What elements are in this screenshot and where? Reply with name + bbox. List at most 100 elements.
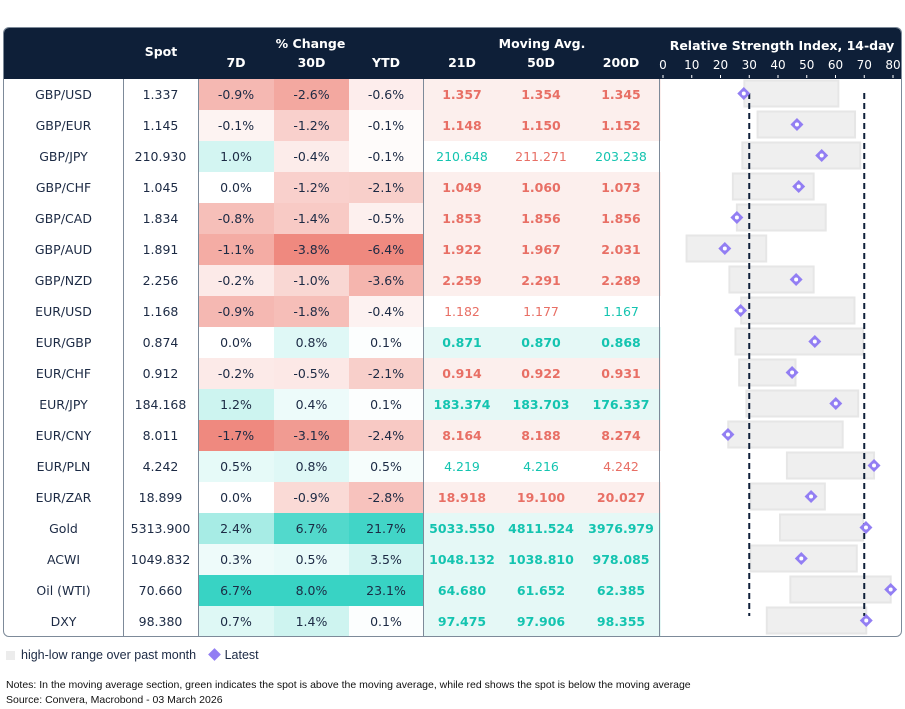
pct-change-d30: -0.5%	[274, 358, 349, 389]
pct-change-ytd: -2.1%	[349, 172, 423, 203]
moving-avg-200d: 1.073	[581, 172, 661, 203]
moving-avg-50d: 8.188	[501, 420, 581, 451]
spot-value: 1.145	[142, 118, 179, 133]
pct-change-d30: -3.1%	[274, 420, 349, 451]
spot-value: 1.045	[142, 180, 179, 195]
moving-avg-50d: 0.870	[501, 327, 581, 358]
moving-avg-21d: 18.918	[423, 482, 501, 513]
legend-latest-label: Latest	[224, 648, 259, 662]
pct-change-ytd: -0.6%	[349, 79, 423, 110]
pair-name: GBP/AUD	[34, 242, 93, 257]
moving-avg-200d: 3976.979	[581, 513, 661, 544]
pct-change-d7: 6.7%	[198, 575, 274, 606]
pair-name: EUR/JPY	[39, 397, 88, 412]
moving-avg-200d: 20.027	[581, 482, 661, 513]
moving-avg-21d: 210.648	[423, 141, 501, 172]
spot-value: 2.256	[142, 273, 179, 288]
spot-value: 98.380	[138, 614, 183, 629]
pct-change-ytd: -3.6%	[349, 265, 423, 296]
moving-avg-21d: 1.922	[423, 234, 501, 265]
moving-avg-200d: 2.031	[581, 234, 661, 265]
pct-change-ytd: 0.1%	[349, 606, 423, 636]
legend-range-label: high-low range over past month	[21, 648, 197, 662]
pct-change-ytd: -0.1%	[349, 110, 423, 141]
divider	[123, 79, 124, 636]
pct-change-d7: -0.2%	[198, 265, 274, 296]
moving-avg-21d: 183.374	[423, 389, 501, 420]
moving-avg-50d: 97.906	[501, 606, 581, 636]
moving-avg-50d: 1.177	[501, 296, 581, 327]
diamond-icon	[207, 648, 221, 661]
moving-avg-21d: 97.475	[423, 606, 501, 636]
header-7d: 7D	[226, 55, 246, 70]
table-row: EUR/USD 1.168 -0.9% -1.8% -0.4% 1.182 1.177 1.1…	[4, 296, 661, 327]
table-row: ACWI 1049.832 0.3% 0.5% 3.5% 1048.132 1038.810…	[4, 544, 661, 575]
pct-change-d30: 0.8%	[274, 327, 349, 358]
table-row: GBP/EUR 1.145 -0.1% -1.2% -0.1% 1.148 1.150 1.1…	[4, 110, 661, 141]
spot-value: 1.834	[142, 211, 179, 226]
moving-avg-21d: 1.049	[423, 172, 501, 203]
table-row: GBP/CAD 1.834 -0.8% -1.4% -0.5% 1.853 1.856 1.8…	[4, 203, 661, 234]
moving-avg-21d: 5033.550	[423, 513, 501, 544]
pct-change-d30: -1.8%	[274, 296, 349, 327]
moving-avg-200d: 0.931	[581, 358, 661, 389]
pct-change-ytd: -2.4%	[349, 420, 423, 451]
moving-avg-21d: 1.853	[423, 203, 501, 234]
moving-avg-50d: 1.967	[501, 234, 581, 265]
moving-avg-21d: 1048.132	[423, 544, 501, 575]
pair-name: GBP/JPY	[39, 149, 88, 164]
pct-change-d7: -1.7%	[198, 420, 274, 451]
table-row: Gold 5313.900 2.4% 6.7% 21.7% 5033.550 4811.52…	[4, 513, 661, 544]
moving-avg-50d: 183.703	[501, 389, 581, 420]
range-legend-swatch	[6, 651, 15, 660]
pct-change-d7: -0.8%	[198, 203, 274, 234]
moving-avg-200d: 203.238	[581, 141, 661, 172]
moving-avg-200d: 62.385	[581, 575, 661, 606]
notes-text: Notes: In the moving average section, gr…	[6, 679, 691, 691]
pct-change-d30: -1.0%	[274, 265, 349, 296]
pct-change-d7: 0.7%	[198, 606, 274, 636]
moving-avg-21d: 8.164	[423, 420, 501, 451]
spot-value: 5313.900	[130, 521, 191, 536]
pct-change-d7: 0.5%	[198, 451, 274, 482]
header-200d: 200D	[602, 55, 640, 70]
pct-change-ytd: 21.7%	[349, 513, 423, 544]
moving-avg-200d: 8.274	[581, 420, 661, 451]
table-row: GBP/AUD 1.891 -1.1% -3.8% -6.4% 1.922 1.967 2.0…	[4, 234, 661, 265]
pct-change-d7: -0.9%	[198, 296, 274, 327]
pct-change-ytd: -0.5%	[349, 203, 423, 234]
divider	[198, 79, 199, 636]
header-21d: 21D	[448, 55, 476, 70]
pct-change-d30: -1.2%	[274, 172, 349, 203]
pair-name: EUR/CNY	[35, 428, 92, 443]
moving-avg-200d: 98.355	[581, 606, 661, 636]
moving-avg-200d: 1.152	[581, 110, 661, 141]
moving-avg-50d: 0.922	[501, 358, 581, 389]
moving-avg-50d: 1.856	[501, 203, 581, 234]
pair-name: GBP/USD	[35, 87, 92, 102]
spot-value: 4.242	[142, 459, 179, 474]
moving-avg-21d: 1.148	[423, 110, 501, 141]
spot-value: 1.337	[142, 87, 179, 102]
header-ytd: YTD	[372, 55, 400, 70]
spot-value: 1049.832	[130, 552, 191, 567]
moving-avg-21d: 2.259	[423, 265, 501, 296]
pct-change-ytd: -6.4%	[349, 234, 423, 265]
pct-change-d30: -0.9%	[274, 482, 349, 513]
spot-value: 70.660	[138, 583, 183, 598]
table-row: GBP/USD 1.337 -0.9% -2.6% -0.6% 1.357 1.354 1.3…	[4, 79, 661, 110]
table-row: EUR/ZAR 18.899 0.0% -0.9% -2.8% 18.918 19.100 2…	[4, 482, 661, 513]
pct-change-d30: -3.8%	[274, 234, 349, 265]
spot-value: 210.930	[134, 149, 187, 164]
pct-change-ytd: 0.1%	[349, 327, 423, 358]
pct-change-d7: -0.1%	[198, 110, 274, 141]
moving-avg-50d: 1038.810	[501, 544, 581, 575]
pct-change-d30: -2.6%	[274, 79, 349, 110]
pct-change-ytd: -2.1%	[349, 358, 423, 389]
header-50d: 50D	[527, 55, 555, 70]
pct-change-ytd: 23.1%	[349, 575, 423, 606]
table-row: EUR/CHF 0.912 -0.2% -0.5% -2.1% 0.914 0.922 0.9…	[4, 358, 661, 389]
pct-change-d30: -1.2%	[274, 110, 349, 141]
pct-change-d7: 2.4%	[198, 513, 274, 544]
pair-name: EUR/PLN	[36, 459, 91, 474]
